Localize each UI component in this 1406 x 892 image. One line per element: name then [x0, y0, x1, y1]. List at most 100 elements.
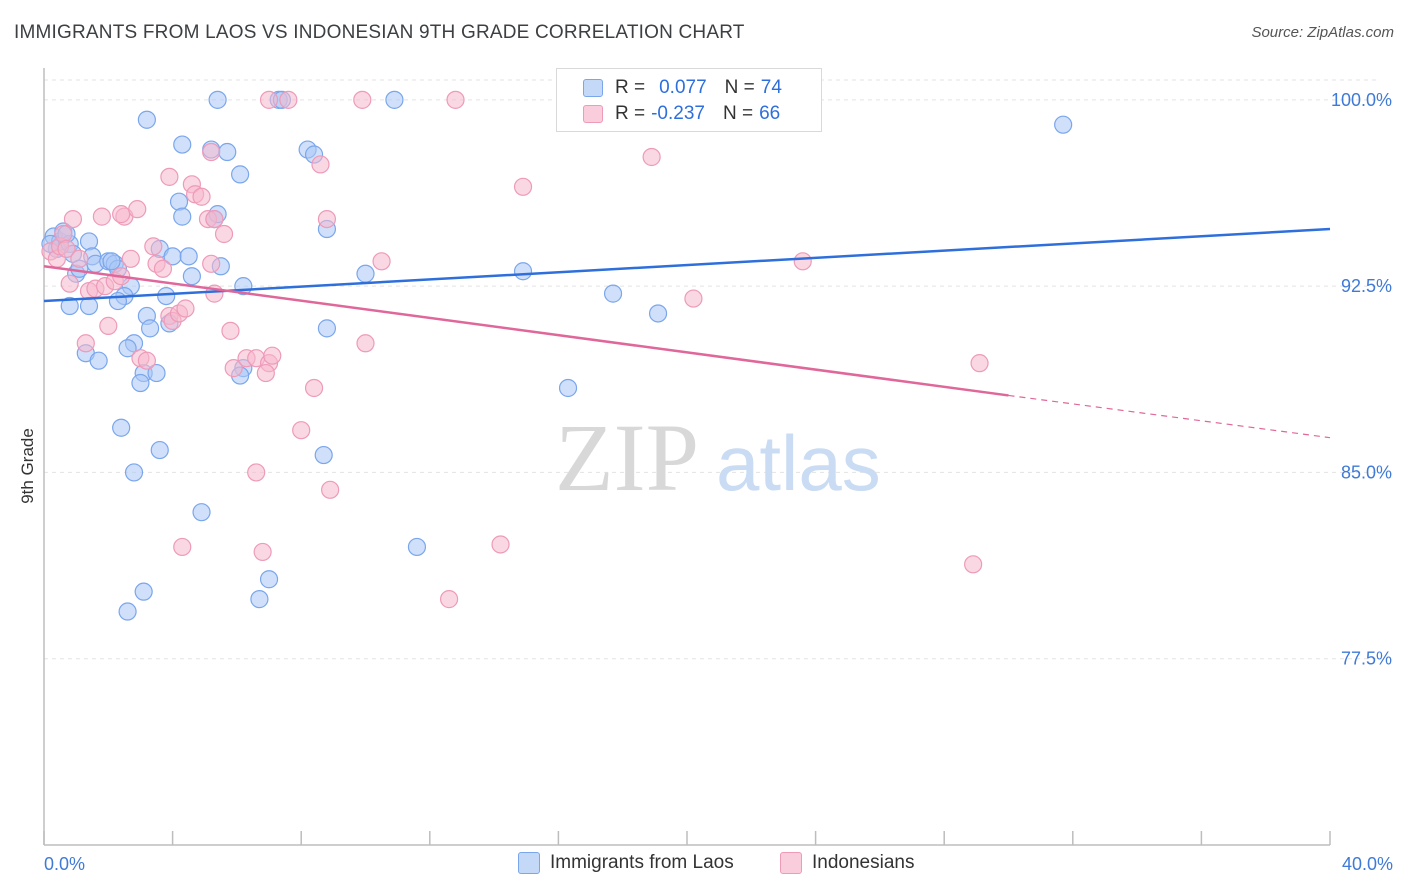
source-label: Source: ZipAtlas.com [1251, 24, 1394, 41]
point-laos [169, 192, 189, 211]
point-laos [558, 378, 578, 398]
legend-r-value: 0.077 [659, 77, 707, 98]
point-indonesians [76, 334, 95, 353]
point-indonesians [63, 209, 83, 229]
data-points [41, 90, 1073, 621]
point-indonesians [970, 354, 989, 373]
trend-line-indonesians [43, 265, 1009, 397]
trend-lines [43, 227, 1331, 439]
point-indonesians [304, 378, 324, 398]
point-indonesians [353, 90, 372, 109]
x-tick-label: 40.0% [1342, 854, 1393, 874]
point-laos [147, 363, 166, 383]
point-laos [385, 90, 404, 109]
tick-labels: 77.5% 85.0% 92.5% 100.0% 0.0% 40.0% [44, 90, 1393, 874]
point-indonesians [57, 239, 76, 258]
point-indonesians [192, 187, 211, 206]
point-laos [60, 296, 79, 316]
point-laos [150, 440, 169, 460]
point-indonesians [214, 224, 234, 244]
point-indonesians [121, 249, 140, 268]
point-indonesians [321, 480, 340, 499]
point-indonesians [439, 590, 459, 609]
point-laos [131, 373, 150, 393]
point-laos [208, 90, 227, 109]
point-laos [118, 602, 137, 621]
bottom-legend-label-indonesians: Indonesians [812, 852, 915, 873]
point-laos [118, 339, 137, 358]
point-laos [157, 286, 176, 306]
point-laos [173, 207, 192, 226]
legend-row-indonesians: R = -0.237 N = 66 [583, 102, 780, 126]
point-indonesians [221, 321, 240, 340]
point-indonesians [224, 359, 243, 378]
legend-r-value: -0.237 [651, 103, 705, 124]
trend-line-laos [43, 227, 1331, 303]
point-laos [192, 503, 211, 522]
point-laos [513, 262, 533, 281]
point-indonesians [513, 177, 533, 196]
watermark: ZIP atlas [555, 404, 881, 511]
legend-n-label: N = [724, 77, 755, 98]
point-indonesians [372, 252, 391, 271]
y-tick-label: 77.5% [1341, 649, 1392, 669]
legend-row-laos: R = 0.077 N = 74 [583, 76, 782, 100]
point-indonesians [263, 346, 282, 365]
legend-n-value: 74 [760, 77, 782, 98]
point-indonesians [92, 207, 111, 226]
point-laos [137, 110, 156, 129]
point-indonesians [259, 90, 279, 109]
point-laos [182, 267, 201, 286]
axes [43, 68, 1331, 846]
point-laos [314, 445, 333, 465]
point-indonesians [128, 200, 147, 219]
point-indonesians [256, 363, 275, 383]
point-laos [134, 582, 153, 601]
stats-legend: R = 0.077 N = 74 R = -0.237 N = 66 [556, 68, 822, 132]
point-laos [140, 319, 160, 338]
bottom-legend-laos: Immigrants from Laos [518, 852, 734, 874]
legend-swatch-indonesians [583, 105, 603, 123]
point-laos [356, 264, 375, 283]
point-indonesians [160, 167, 179, 186]
point-laos [218, 142, 237, 162]
chart-title: IMMIGRANTS FROM LAOS VS INDONESIAN 9TH G… [14, 22, 745, 43]
point-laos [173, 135, 192, 154]
y-tick-label: 85.0% [1341, 462, 1392, 482]
point-laos [250, 590, 269, 609]
point-indonesians [642, 147, 661, 167]
point-laos [603, 284, 623, 303]
y-tick-label: 92.5% [1341, 276, 1392, 296]
y-tick-label: 100.0% [1331, 90, 1392, 110]
point-indonesians [311, 155, 330, 174]
point-laos [317, 319, 337, 338]
point-indonesians [684, 289, 703, 308]
point-laos [179, 247, 198, 266]
point-indonesians [205, 209, 224, 229]
bottom-legend-swatch-laos [518, 852, 540, 874]
point-indonesians [317, 209, 337, 229]
point-indonesians [356, 334, 375, 353]
point-indonesians [247, 463, 266, 482]
bottom-legend-label-laos: Immigrants from Laos [550, 852, 734, 873]
point-laos [259, 570, 279, 589]
point-laos [79, 232, 99, 251]
point-indonesians [54, 224, 73, 244]
point-indonesians [793, 252, 812, 271]
legend-n-label: N = [722, 103, 754, 124]
y-axis-label: 9th Grade [18, 428, 37, 504]
point-indonesians [279, 90, 298, 109]
point-laos [108, 291, 128, 311]
point-laos [89, 351, 108, 370]
legend-swatch-laos [583, 79, 603, 97]
point-indonesians [173, 537, 192, 557]
point-indonesians [176, 299, 195, 318]
bottom-legend-swatch-indonesians [780, 852, 802, 874]
point-indonesians [202, 142, 221, 162]
point-laos [112, 418, 131, 437]
point-laos [231, 165, 250, 184]
point-indonesians [144, 237, 163, 256]
point-indonesians [491, 535, 510, 554]
point-laos [648, 304, 668, 323]
